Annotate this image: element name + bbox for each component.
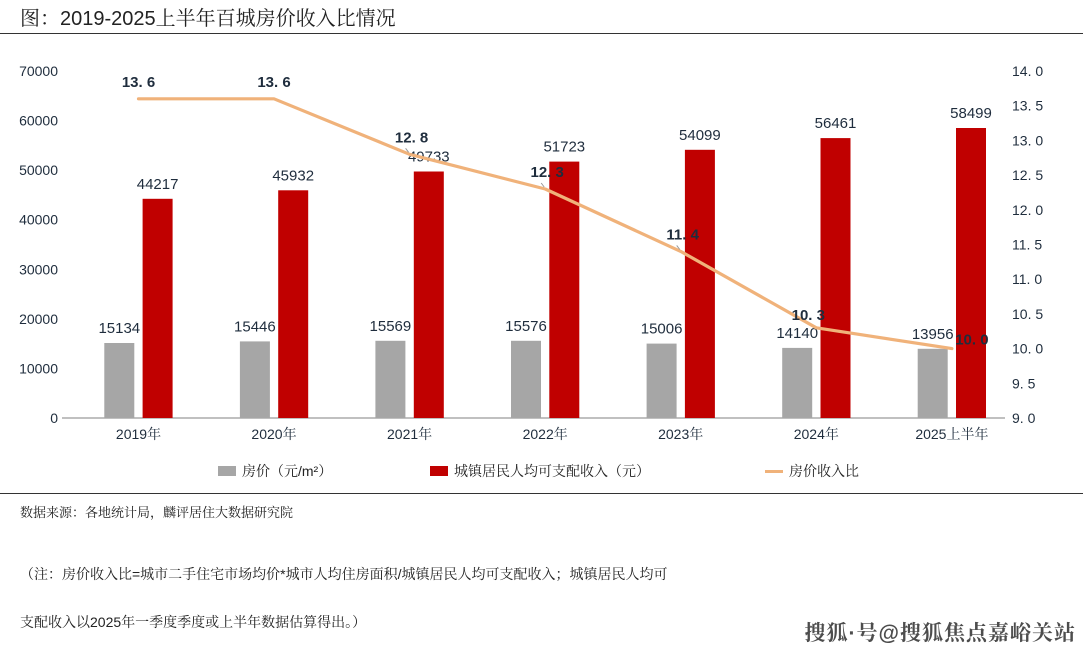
svg-text:15006: 15006 <box>641 321 683 338</box>
svg-text:2024年: 2024年 <box>794 426 839 442</box>
svg-text:12. 5: 12. 5 <box>1012 167 1043 183</box>
svg-text:15446: 15446 <box>234 318 276 335</box>
svg-text:15134: 15134 <box>98 320 140 337</box>
svg-text:2022年: 2022年 <box>523 426 568 442</box>
svg-text:0: 0 <box>50 410 58 426</box>
svg-text:2020年: 2020年 <box>251 426 296 442</box>
svg-text:9. 0: 9. 0 <box>1012 410 1036 426</box>
svg-text:60000: 60000 <box>19 113 58 129</box>
svg-text:20000: 20000 <box>19 311 58 327</box>
svg-text:15576: 15576 <box>505 318 547 335</box>
svg-text:13956: 13956 <box>912 326 954 343</box>
svg-text:40000: 40000 <box>19 212 58 228</box>
svg-text:54099: 54099 <box>679 127 721 144</box>
svg-text:13. 5: 13. 5 <box>1012 98 1043 114</box>
svg-text:11. 5: 11. 5 <box>1012 237 1042 253</box>
svg-text:11. 0: 11. 0 <box>1012 271 1042 287</box>
svg-text:50000: 50000 <box>19 162 58 178</box>
svg-text:44217: 44217 <box>137 176 179 193</box>
svg-text:12. 8: 12. 8 <box>395 129 428 146</box>
svg-text:13. 0: 13. 0 <box>1012 132 1043 148</box>
svg-text:2025上半年: 2025上半年 <box>915 426 988 442</box>
svg-text:15569: 15569 <box>370 318 412 335</box>
svg-text:2019年: 2019年 <box>116 426 161 442</box>
svg-text:11. 4: 11. 4 <box>666 226 699 243</box>
svg-text:13. 6: 13. 6 <box>257 74 290 91</box>
svg-text:9. 5: 9. 5 <box>1012 375 1036 391</box>
svg-text:14. 0: 14. 0 <box>1012 63 1043 79</box>
svg-text:56461: 56461 <box>815 115 857 132</box>
svg-text:30000: 30000 <box>19 261 58 277</box>
svg-text:10. 3: 10. 3 <box>792 307 825 324</box>
svg-text:12. 3: 12. 3 <box>531 164 564 181</box>
svg-text:10. 0: 10. 0 <box>1012 341 1043 357</box>
svg-text:2021年: 2021年 <box>387 426 432 442</box>
svg-text:70000: 70000 <box>19 63 58 79</box>
svg-text:10. 0: 10. 0 <box>955 332 988 349</box>
svg-text:2023年: 2023年 <box>658 426 703 442</box>
svg-text:13. 6: 13. 6 <box>122 74 155 91</box>
svg-text:58499: 58499 <box>950 105 992 122</box>
svg-text:51723: 51723 <box>543 139 585 156</box>
svg-text:10. 5: 10. 5 <box>1012 306 1043 322</box>
svg-text:14140: 14140 <box>776 325 818 342</box>
svg-text:45932: 45932 <box>272 167 314 184</box>
svg-text:10000: 10000 <box>19 360 58 376</box>
svg-text:12. 0: 12. 0 <box>1012 202 1043 218</box>
